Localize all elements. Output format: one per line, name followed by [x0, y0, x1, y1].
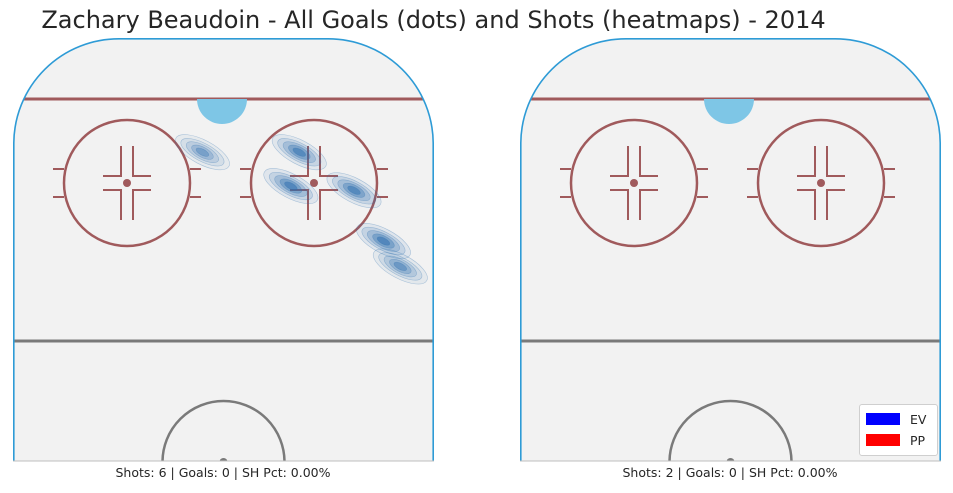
faceoff-circle-right [756, 118, 886, 248]
goal-crease [704, 99, 754, 124]
rink-left [13, 38, 434, 462]
faceoff-hash-left [132, 146, 151, 177]
heatmap-contour [271, 134, 327, 171]
rink-right [520, 38, 941, 462]
heatmap-contour [383, 255, 417, 278]
faceoff-dot-left [630, 179, 638, 187]
center-dot [219, 458, 228, 462]
faceoff-hash-left [610, 146, 629, 177]
rink-markings [520, 97, 941, 462]
legend: EV PP [859, 404, 938, 456]
rink-markings [13, 97, 434, 462]
heatmap-contour [393, 261, 407, 271]
heatmap-contour [277, 138, 322, 167]
faceoff-circle-left [569, 118, 699, 248]
heatmap-contour [378, 252, 423, 281]
heatmap-contour [337, 179, 371, 202]
heatmap-contour [284, 181, 298, 191]
faceoff-hash-right [797, 146, 816, 177]
rink-ice [13, 38, 434, 462]
legend-label-pp: PP [910, 432, 926, 448]
heatmap-contour [389, 258, 412, 274]
faceoff-hash-left [639, 189, 658, 220]
faceoff-hash-left [132, 189, 151, 220]
center-circle [161, 399, 286, 462]
goal-crease [197, 99, 247, 124]
faceoff-circle-right [249, 118, 379, 248]
faceoff-hash-left [639, 146, 658, 177]
heatmap-contour [372, 248, 428, 285]
shot-heatmap [175, 134, 428, 285]
heatmap-contour [288, 144, 311, 160]
heatmap-contour [191, 144, 214, 160]
legend-swatch-ev [866, 413, 900, 425]
heatmap-contour [292, 147, 306, 157]
faceoff-hash-right [797, 189, 816, 220]
faceoff-hash-right [826, 146, 845, 177]
heatmap-contour [282, 141, 316, 163]
rink-boards [13, 38, 434, 461]
faceoff-dot-right [310, 179, 318, 187]
rink-boards [520, 38, 941, 461]
faceoff-hash-right [319, 189, 338, 220]
caption-right: Shots: 2 | Goals: 0 | SH Pct: 0.00% [622, 465, 838, 480]
heatmap-contour [185, 141, 219, 163]
heatmap-contour [326, 172, 382, 209]
legend-item-pp: PP [866, 432, 926, 448]
heatmap-contour [195, 147, 210, 157]
faceoff-hash-right [290, 146, 309, 177]
faceoff-hash-left [103, 146, 122, 177]
faceoff-hash-left [103, 189, 122, 220]
faceoff-circle-left [62, 118, 192, 248]
heatmap-contour [332, 176, 376, 205]
heatmap-contour [347, 185, 361, 195]
legend-swatch-pp [866, 434, 900, 446]
center-dot [726, 458, 735, 462]
chart-title: Zachary Beaudoin - All Goals (dots) and … [41, 6, 826, 34]
faceoff-dot-left [123, 179, 131, 187]
rink-ice [520, 38, 941, 462]
faceoff-hash-left [610, 189, 629, 220]
legend-item-ev: EV [866, 411, 927, 427]
faceoff-dot-right [817, 179, 825, 187]
heatmap-contour [342, 182, 366, 198]
faceoff-hash-right [319, 146, 338, 177]
heatmap-contour [175, 134, 230, 171]
heatmap-contour [180, 138, 225, 167]
center-circle [668, 399, 793, 462]
faceoff-hash-right [826, 189, 845, 220]
caption-left: Shots: 6 | Goals: 0 | SH Pct: 0.00% [115, 465, 331, 480]
legend-label-ev: EV [910, 411, 927, 427]
heatmap-contour [376, 236, 391, 246]
